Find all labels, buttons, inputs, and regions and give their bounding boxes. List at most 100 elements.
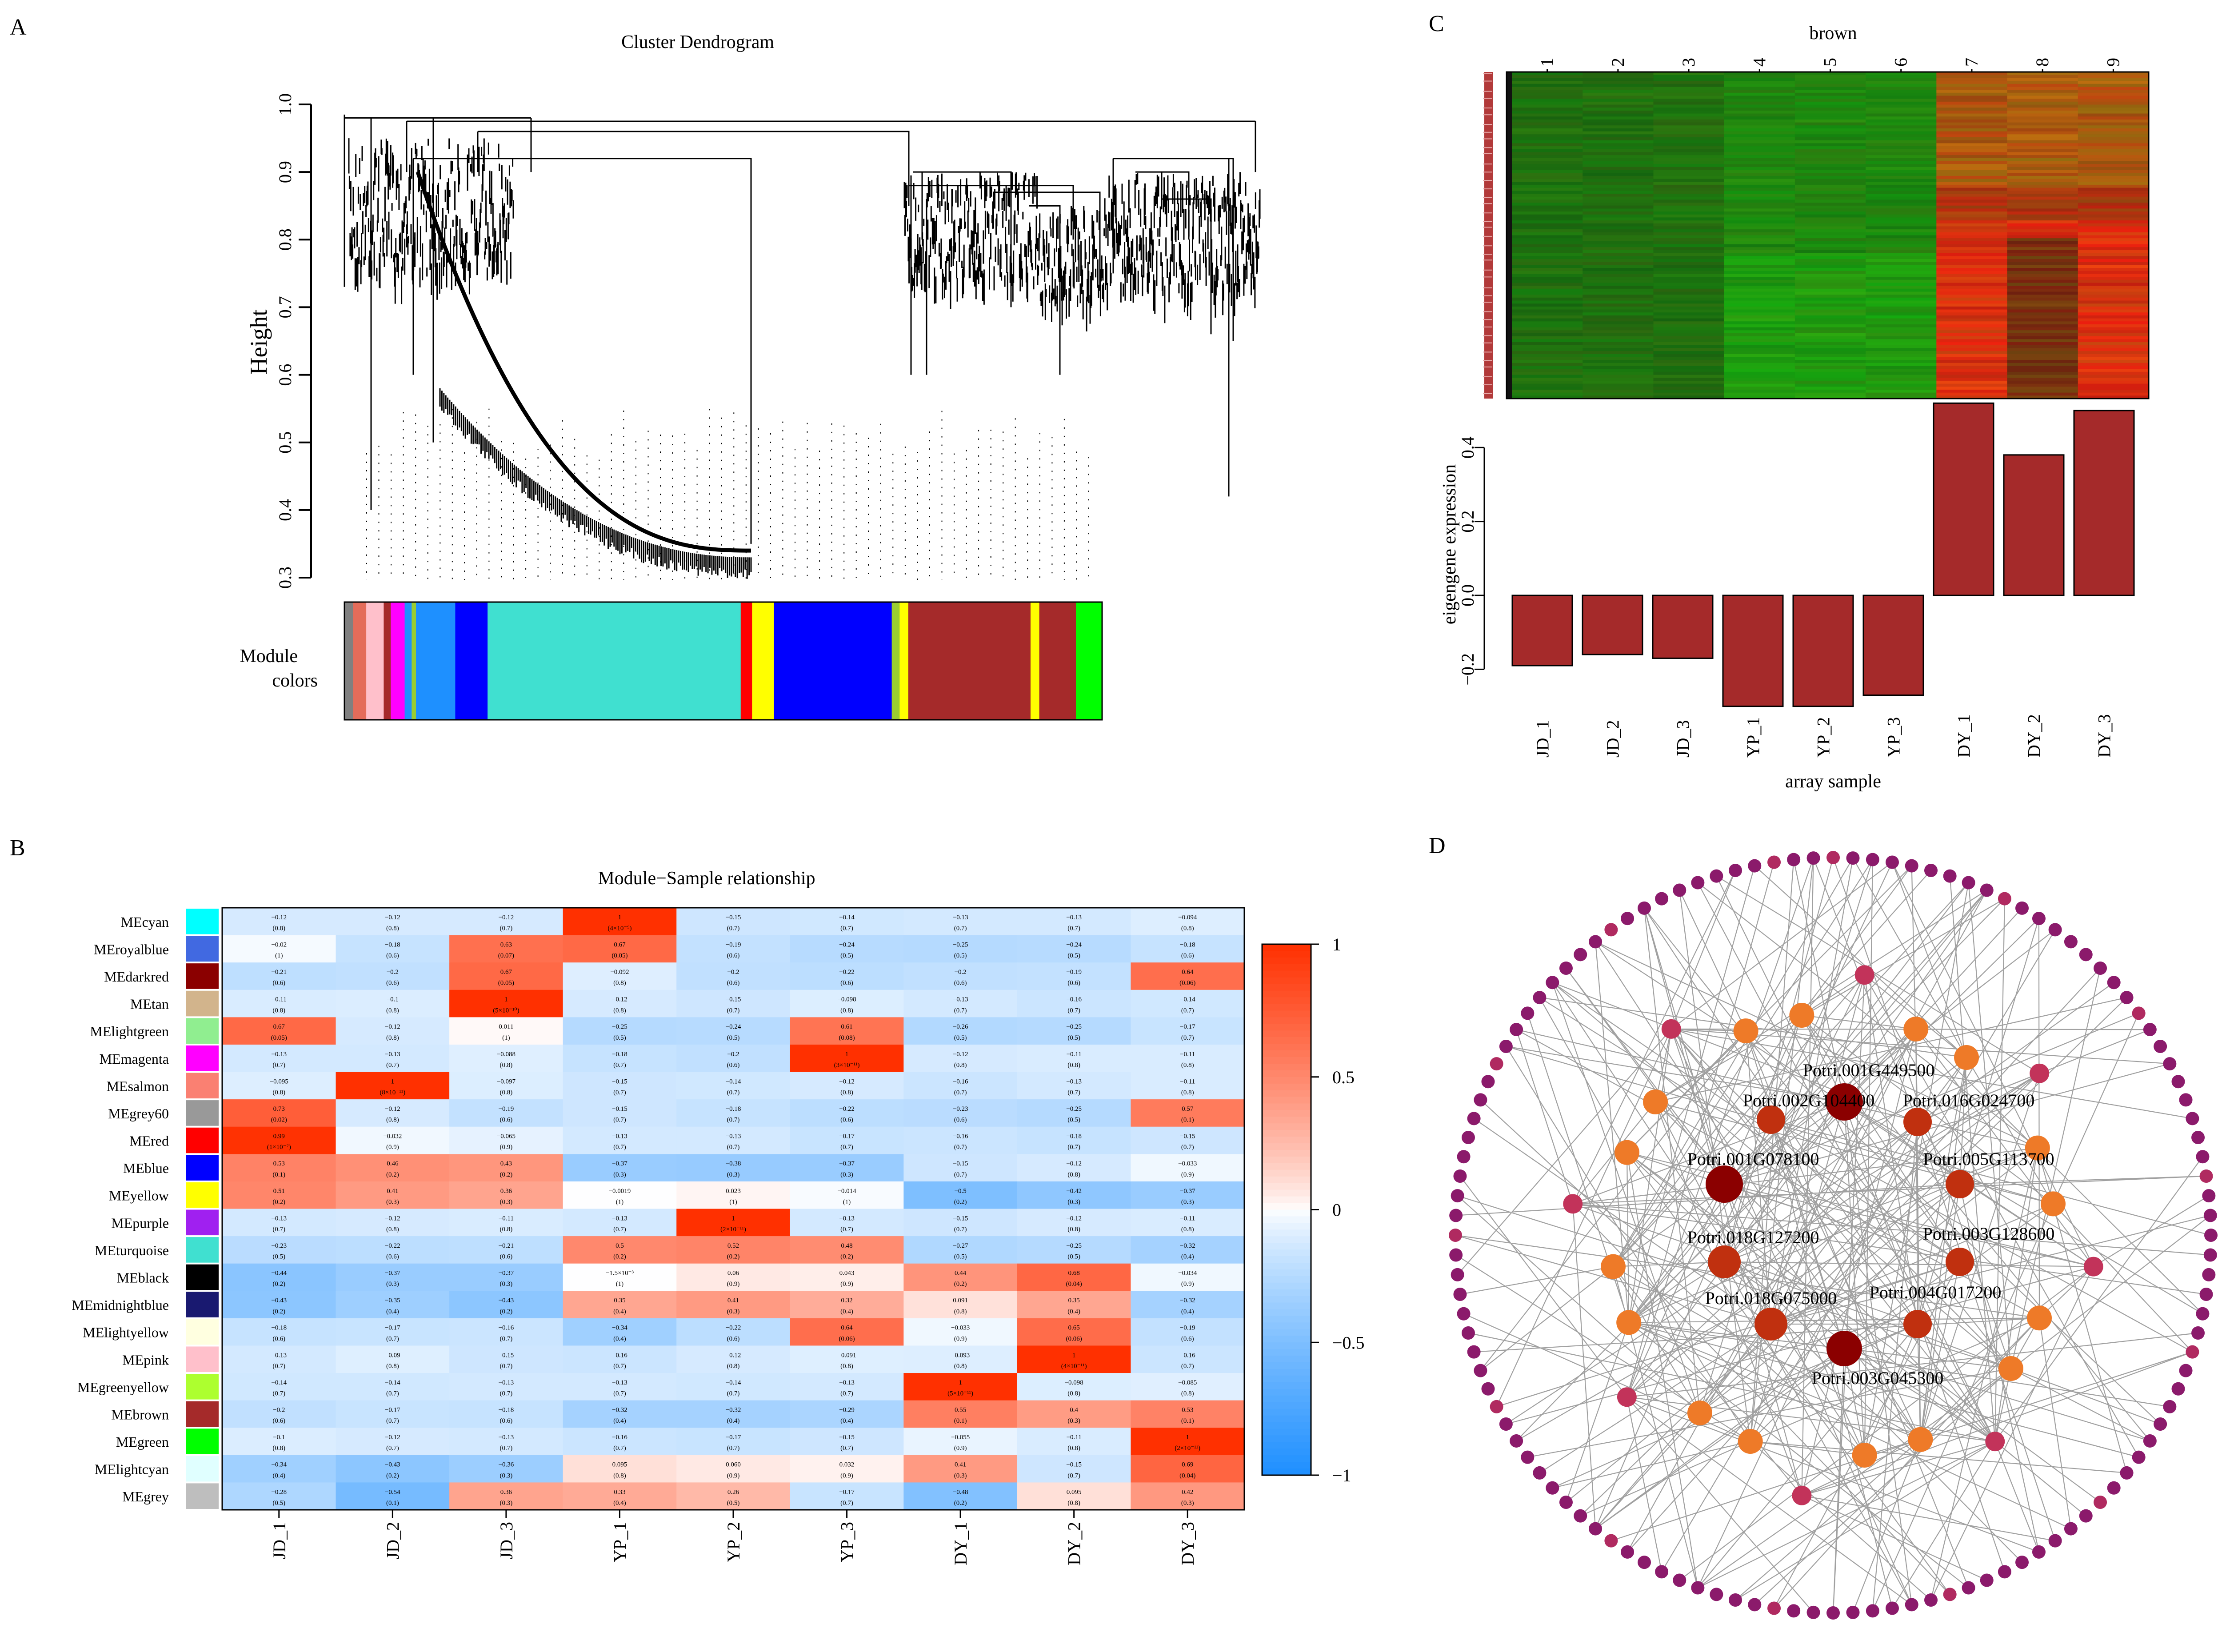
heatmap-stripe bbox=[1653, 395, 1725, 399]
heatmap-cell bbox=[1017, 1072, 1131, 1100]
heatmap-stripe bbox=[1936, 184, 2008, 188]
heatmap-stripe bbox=[1653, 378, 1725, 381]
network-peripheral-node bbox=[1481, 1075, 1495, 1089]
heatmap-stripe bbox=[1653, 333, 1725, 337]
colorbar-segment bbox=[1262, 1395, 1311, 1403]
network-peripheral-node bbox=[2154, 1417, 2167, 1431]
heatmap-stripe bbox=[1653, 101, 1725, 105]
heatmap-stripe bbox=[1866, 339, 1937, 343]
heatmap-stripe bbox=[1583, 250, 1654, 254]
network-mid-node bbox=[1998, 1356, 2023, 1381]
heatmap-cell-pvalue: (1) bbox=[729, 1198, 737, 1205]
heatmap-stripe bbox=[1512, 158, 1583, 162]
heatmap-cell-value: 0.48 bbox=[841, 1242, 852, 1249]
heatmap-stripe bbox=[1512, 333, 1583, 337]
heatmap-stripe bbox=[1653, 351, 1725, 355]
heatmap-stripe bbox=[1724, 193, 1795, 197]
heatmap-cell bbox=[336, 1318, 450, 1346]
heatmap-title: Module−Sample relationship bbox=[598, 868, 815, 889]
heatmap-column-label: DY_1 bbox=[951, 1522, 971, 1565]
heatmap-cell-value: 1 bbox=[845, 1051, 849, 1058]
heatmap-cell-value: −0.17 bbox=[385, 1407, 400, 1414]
heatmap-cell-value: −0.13 bbox=[839, 1379, 855, 1386]
heatmap-stripe bbox=[2007, 309, 2078, 313]
heatmap-stripe bbox=[1866, 193, 1937, 197]
heatmap-stripe bbox=[1936, 375, 2008, 378]
heatmap-stripe bbox=[1653, 158, 1725, 162]
module-color-segment bbox=[416, 602, 456, 720]
network-peripheral-node bbox=[1729, 863, 1742, 877]
network-peripheral-node bbox=[2191, 1326, 2205, 1340]
heatmap-cell-pvalue: (0.7) bbox=[500, 1390, 513, 1397]
heatmap-stripe bbox=[1794, 271, 1866, 274]
heatmap-cell bbox=[336, 1044, 450, 1073]
heatmap-stripe bbox=[1724, 250, 1795, 254]
heatmap-stripe bbox=[2007, 72, 2078, 76]
heatmap-stripe bbox=[1653, 235, 1725, 239]
heatmap-cell bbox=[790, 1236, 904, 1264]
heatmap-stripe bbox=[1583, 128, 1654, 132]
heatmap-stripe bbox=[1936, 357, 2008, 360]
heatmap-stripe bbox=[1583, 312, 1654, 316]
network-edges bbox=[1455, 857, 2211, 1613]
heatmap-stripe bbox=[1724, 318, 1795, 322]
heatmap-stripe bbox=[2007, 339, 2078, 343]
heatmap-stripe bbox=[1794, 211, 1866, 215]
heatmap-stripe bbox=[1583, 369, 1654, 372]
heatmap-stripe bbox=[1583, 90, 1654, 93]
heatmap-stripe bbox=[2078, 75, 2149, 78]
heatmap-stripe bbox=[2078, 238, 2149, 242]
heatmap-stripe bbox=[1512, 277, 1583, 280]
network-mid-node bbox=[1954, 1045, 1979, 1070]
heatmap-cell-value: 0.35 bbox=[614, 1297, 625, 1304]
heatmap-stripe bbox=[1512, 223, 1583, 227]
heatmap-stripe bbox=[1724, 108, 1795, 111]
heatmap-stripe bbox=[1653, 128, 1725, 132]
heatmap-stripe bbox=[2007, 244, 2078, 247]
heatmap-stripe bbox=[1866, 265, 1937, 268]
heatmap-stripe bbox=[1724, 330, 1795, 334]
heatmap-stripe bbox=[1583, 143, 1654, 147]
heatmap-stripe bbox=[1512, 297, 1583, 301]
heatmap-stripe bbox=[1653, 363, 1725, 367]
heatmap-stripe bbox=[1936, 369, 2008, 372]
heatmap-row-color bbox=[186, 1346, 219, 1373]
heatmap-cell-pvalue: (1) bbox=[616, 1281, 624, 1288]
heatmap-cell-pvalue: (0.9) bbox=[500, 1144, 513, 1151]
network-peripheral-node bbox=[2171, 1075, 2185, 1089]
heatmap-cell-pvalue: (0.7) bbox=[386, 1445, 399, 1452]
heatmap-stripe bbox=[1653, 173, 1725, 176]
heatmap-cell-pvalue: (0.6) bbox=[954, 980, 967, 987]
heatmap-stripe bbox=[2078, 229, 2149, 233]
heatmap-cell-pvalue: (0.8) bbox=[500, 1089, 513, 1096]
heatmap-column-number: 5 bbox=[1820, 58, 1840, 67]
heatmap-cell bbox=[449, 935, 563, 963]
heatmap-cell bbox=[790, 908, 904, 936]
heatmap-cell-pvalue: (0.04) bbox=[1066, 1281, 1082, 1288]
heatmap-stripe bbox=[2078, 291, 2149, 295]
heatmap-cell-value: −0.19 bbox=[499, 1105, 514, 1113]
heatmap-cell bbox=[1017, 1482, 1131, 1510]
heatmap-cell-value: 0.06 bbox=[727, 1270, 739, 1277]
heatmap-cell bbox=[903, 1044, 1018, 1073]
heatmap-stripe bbox=[1866, 149, 1937, 153]
heatmap-stripe bbox=[1512, 173, 1583, 176]
heatmap-stripe bbox=[1794, 92, 1866, 96]
heatmap-stripe bbox=[1794, 137, 1866, 141]
colorbar-segment bbox=[1262, 1037, 1311, 1044]
heatmap-stripe bbox=[2078, 131, 2149, 135]
heatmap-stripe bbox=[1936, 170, 2008, 173]
colorbar-segment bbox=[1262, 1435, 1311, 1443]
heatmap-stripe bbox=[1583, 286, 1654, 289]
heatmap-stripe bbox=[1653, 306, 1725, 310]
heatmap-cell bbox=[222, 1318, 336, 1346]
heatmap-stripe bbox=[1724, 279, 1795, 283]
heatmap-stripe bbox=[1583, 188, 1654, 191]
colorbar-tick-label: −0.5 bbox=[1332, 1333, 1365, 1353]
heatmap-stripe bbox=[1653, 247, 1725, 251]
network-mid-node bbox=[1687, 1400, 1712, 1425]
heatmap-row-label: MEblue bbox=[123, 1160, 169, 1176]
heatmap-cell-value: 1 bbox=[391, 1078, 395, 1085]
heatmap-stripe bbox=[2078, 205, 2149, 209]
heatmap-cell-pvalue: (0.3) bbox=[1067, 1417, 1080, 1425]
